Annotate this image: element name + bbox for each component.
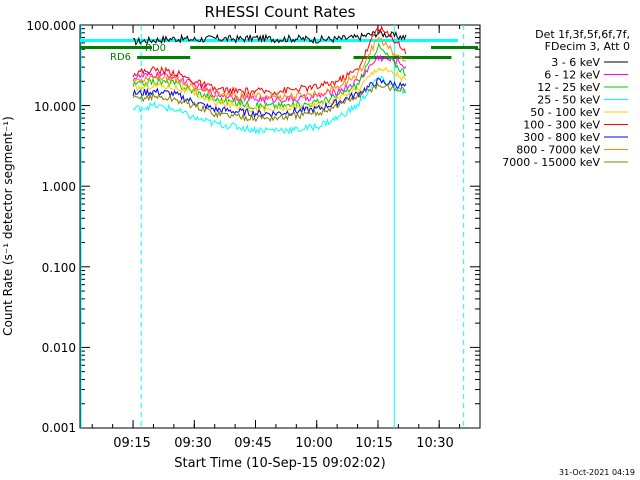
series-line bbox=[132, 42, 407, 111]
y-tick-labels: 100.000 10.000 1.000 0.100 0.010 0.001 bbox=[26, 19, 76, 435]
x-tick-label: 10:15 bbox=[355, 436, 392, 451]
y-tick-label: 0.100 bbox=[42, 261, 76, 275]
time-markers bbox=[80, 25, 478, 428]
legend-label: 800 - 7000 keV bbox=[516, 144, 600, 157]
eclipse-bar bbox=[80, 39, 458, 42]
attenuator-bar bbox=[137, 56, 191, 59]
series-line bbox=[132, 24, 407, 97]
x-axis-label: Start Time (10-Sep-15 09:02:02) bbox=[174, 456, 385, 471]
legend-label: 100 - 300 keV bbox=[523, 119, 600, 132]
x-tick-labels: 09:15 09:30 09:45 10:00 10:15 10:30 bbox=[113, 436, 453, 451]
chart-title: RHESSI Count Rates bbox=[205, 3, 356, 21]
x-tick-label: 09:15 bbox=[113, 436, 150, 451]
series-line bbox=[132, 78, 407, 119]
legend-label: 12 - 25 keV bbox=[537, 81, 600, 94]
attenuator-bar bbox=[431, 46, 478, 49]
x-tick-label: 10:00 bbox=[295, 436, 332, 451]
legend-label: 25 - 50 keV bbox=[537, 94, 600, 107]
y-tick-label: 0.001 bbox=[42, 421, 76, 435]
attenuator-bar bbox=[353, 56, 452, 59]
attenuator-label-rd6: RD6 bbox=[110, 52, 131, 63]
series-line bbox=[132, 28, 407, 46]
legend: Det 1f,3f,5f,6f,7f, FDecim 3, Att 0 3 - … bbox=[502, 28, 630, 169]
timestamp-footer: 31-Oct-2021 04:19 bbox=[559, 468, 635, 477]
legend-label: 300 - 800 keV bbox=[523, 131, 600, 144]
y-tick-label: 100.000 bbox=[26, 19, 76, 33]
plot-frame bbox=[79, 24, 481, 429]
x-tick-label: 09:45 bbox=[234, 436, 271, 451]
series-line bbox=[132, 66, 407, 114]
x-tick-label: 09:30 bbox=[174, 436, 211, 451]
y-tick-label: 10.000 bbox=[34, 100, 76, 114]
legend-header-line: FDecim 3, Att 0 bbox=[545, 40, 630, 53]
legend-label: 50 - 100 keV bbox=[530, 106, 600, 119]
y-tick-label: 0.010 bbox=[42, 341, 76, 355]
legend-label: 6 - 12 keV bbox=[544, 69, 600, 82]
attenuator-bar bbox=[190, 46, 342, 49]
attenuator-label-rd0: RD0 bbox=[145, 43, 166, 54]
series-lines bbox=[132, 24, 407, 135]
series-line bbox=[132, 36, 407, 102]
x-tick-label: 10:30 bbox=[416, 436, 453, 451]
series-line bbox=[132, 81, 407, 123]
attenuator-bar bbox=[80, 46, 152, 49]
y-axis-label: Count Rate (s⁻¹ detector segment⁻¹) bbox=[1, 116, 15, 336]
axis-ticks bbox=[80, 24, 481, 429]
series-line bbox=[132, 75, 407, 135]
y-tick-label: 1.000 bbox=[42, 180, 76, 194]
legend-label: 3 - 6 keV bbox=[551, 56, 600, 69]
legend-header-line: Det 1f,3f,5f,6f,7f, bbox=[535, 28, 630, 41]
legend-label: 7000 - 15000 keV bbox=[502, 156, 600, 169]
